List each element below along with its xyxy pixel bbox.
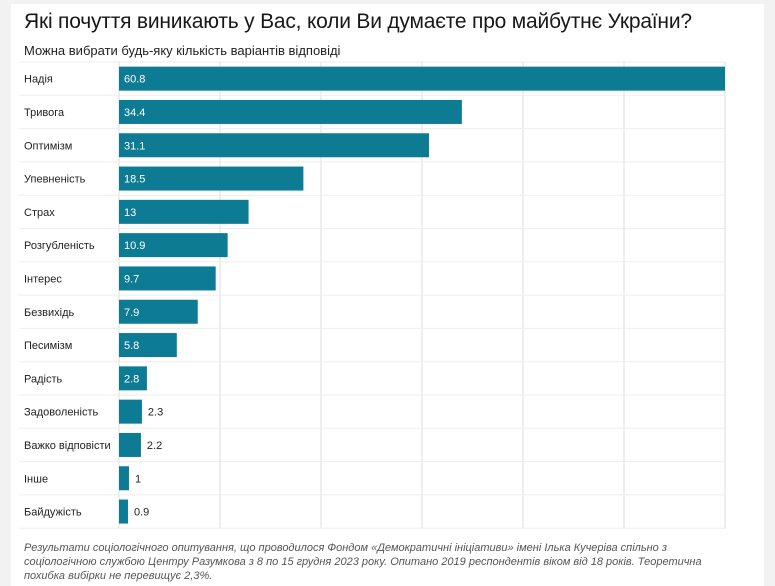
- category-label: Оптимізм: [24, 140, 72, 152]
- category-label: Задоволеність: [24, 407, 98, 419]
- chart-title: Які почуття виникають у Вас, коли Ви дум…: [24, 10, 692, 33]
- value-label: 31.1: [124, 140, 145, 152]
- bar: [119, 299, 198, 324]
- category-label: Страх: [24, 207, 55, 219]
- bar: [119, 399, 142, 424]
- bar: [119, 133, 429, 158]
- category-label: Надія: [24, 74, 53, 86]
- category-label: Безвихідь: [24, 307, 74, 319]
- value-label: 60.8: [124, 74, 145, 86]
- bar: [119, 233, 228, 258]
- bar-chart: Надія 60.8 Тривога 34.4 Оптимізм 31.1 Упевнені…: [19, 61, 726, 529]
- category-label: Упевненість: [24, 174, 86, 186]
- value-label: 2.2: [147, 440, 162, 452]
- category-label: Байдужість: [24, 507, 82, 519]
- bar: [119, 466, 129, 491]
- bar: [119, 166, 304, 191]
- bar: [119, 432, 141, 457]
- category-label: Радість: [24, 373, 62, 385]
- bar: [119, 333, 177, 358]
- chart-card: Які почуття виникають у Вас, коли Ви дум…: [11, 4, 764, 586]
- value-label: 9.7: [124, 273, 139, 285]
- bar: [119, 99, 462, 124]
- value-label: 18.5: [124, 174, 145, 186]
- bar: [119, 366, 147, 391]
- bar: [119, 66, 725, 91]
- value-label: 13: [124, 207, 136, 219]
- category-label: Розгубленість: [24, 240, 95, 252]
- value-label: 2.8: [124, 373, 139, 385]
- value-label: 7.9: [124, 307, 139, 319]
- value-label: 10.9: [124, 240, 145, 252]
- value-label: 1: [135, 473, 141, 485]
- bar: [119, 199, 249, 224]
- value-label: 5.8: [124, 340, 139, 352]
- bar: [119, 266, 216, 291]
- bar: [119, 499, 128, 524]
- category-label: Важко відповісти: [24, 440, 111, 452]
- value-label: 0.9: [134, 507, 149, 519]
- category-label: Інтерес: [24, 273, 62, 285]
- chart-subtitle: Можна вибрати будь-яку кількість варіант…: [24, 43, 341, 58]
- category-label: Інше: [24, 473, 48, 485]
- category-label: Тривога: [24, 107, 65, 119]
- source-footnote: Результати соціологічного опитування, що…: [24, 542, 702, 582]
- value-label: 2.3: [148, 407, 163, 419]
- category-label: Песимізм: [24, 340, 72, 352]
- value-label: 34.4: [124, 107, 145, 119]
